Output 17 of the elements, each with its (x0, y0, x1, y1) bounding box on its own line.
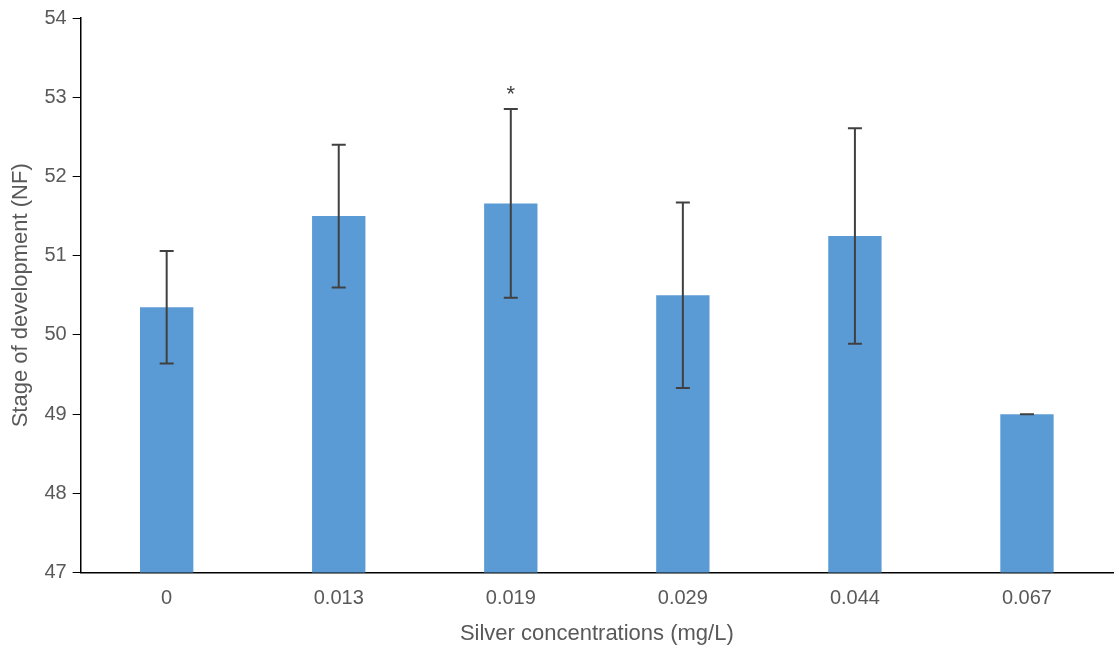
y-tick-label: 48 (44, 480, 67, 503)
y-tick-label: 52 (44, 163, 67, 186)
y-tick-label: 47 (44, 560, 67, 583)
y-axis-title: Stage of development (NF) (7, 163, 33, 428)
x-tick-label: 0 (161, 586, 173, 609)
x-axis-title: Silver concentrations (mg/L) (459, 619, 734, 645)
annotation: * (506, 81, 516, 107)
y-tick-label: 49 (44, 401, 67, 424)
x-tick-label: 0.044 (829, 586, 880, 609)
x-tick-label: 0.067 (1001, 586, 1052, 609)
y-tick-label: 53 (44, 84, 67, 107)
y-tick-label: 50 (44, 322, 67, 345)
y-tick-label: 54 (44, 5, 67, 28)
x-tick-label: 0.013 (313, 586, 364, 609)
x-tick-label: 0.029 (657, 586, 708, 609)
x-tick-label: 0.019 (485, 586, 536, 609)
y-tick-label: 51 (44, 243, 67, 266)
